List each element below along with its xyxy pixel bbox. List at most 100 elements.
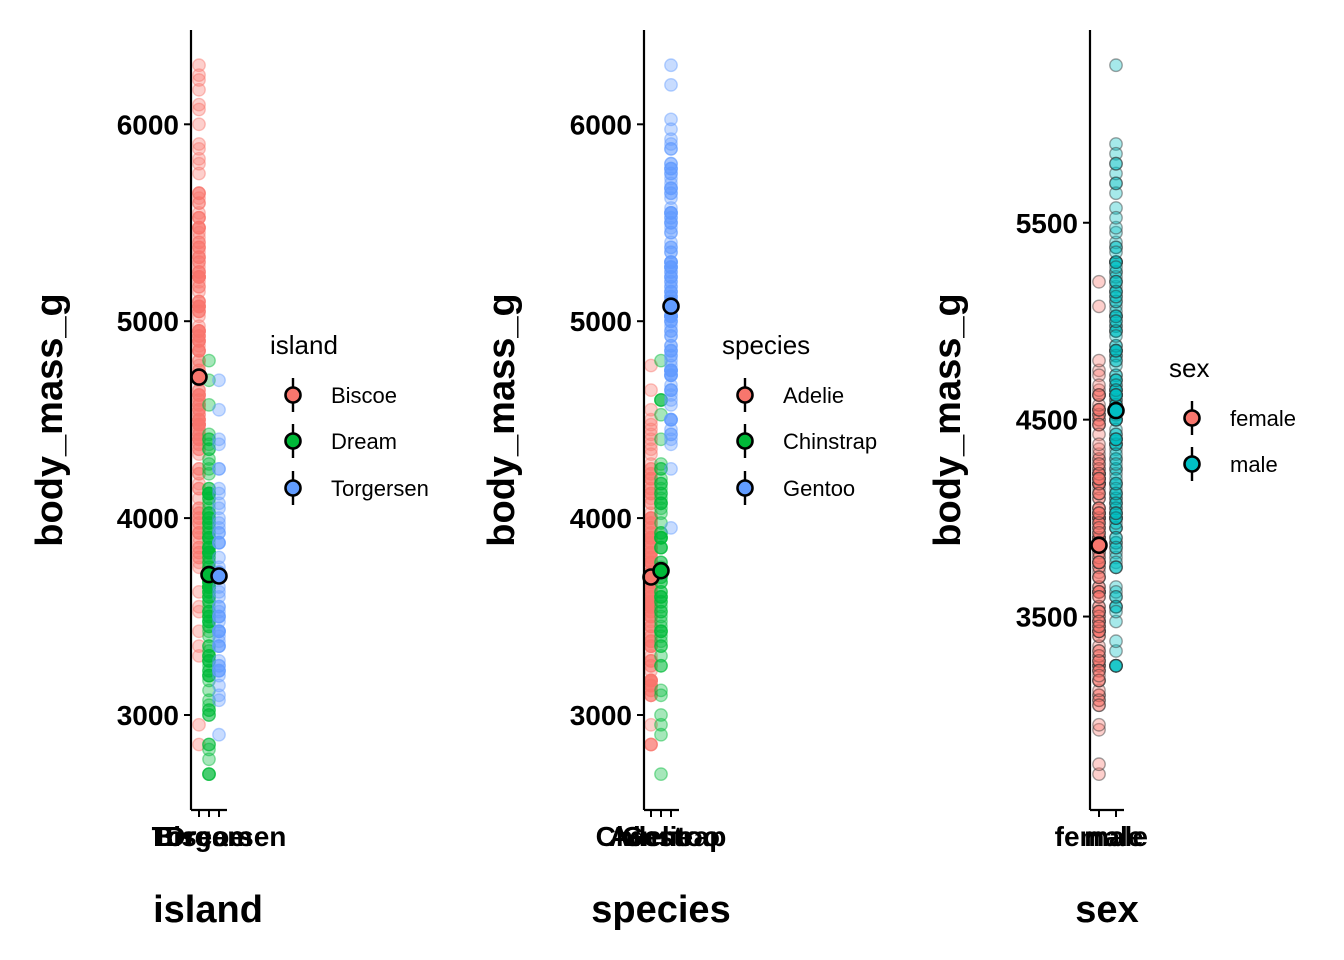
- data-point: [1092, 402, 1106, 417]
- data-point: [192, 269, 206, 284]
- data-point: [1109, 388, 1123, 402]
- data-point: [1092, 649, 1106, 663]
- data-point: [1092, 560, 1106, 575]
- data-point: [1109, 604, 1123, 619]
- series-Torgersen: [212, 373, 226, 742]
- data-point: [202, 663, 216, 678]
- data-point: [664, 338, 678, 353]
- data-point: [192, 235, 206, 250]
- legend-title: species: [722, 330, 810, 360]
- data-point: [664, 353, 678, 368]
- data-point: [1092, 299, 1106, 314]
- data-point: [1109, 511, 1123, 525]
- data-point: [1109, 432, 1123, 447]
- data-point: [1109, 353, 1123, 368]
- data-point: [664, 132, 678, 147]
- data-point: [202, 516, 216, 530]
- y-tick-label: 3000: [570, 700, 632, 731]
- data-point: [1109, 319, 1123, 333]
- data-point: [1092, 565, 1106, 580]
- data-point: [654, 658, 668, 673]
- data-point: [192, 437, 206, 452]
- data-point: [192, 422, 206, 437]
- data-point: [202, 432, 216, 447]
- data-point: [212, 624, 226, 639]
- data-point: [202, 432, 216, 447]
- data-point: [212, 373, 226, 388]
- data-point: [192, 599, 206, 614]
- data-point: [1092, 767, 1106, 781]
- data-point: [1092, 471, 1106, 486]
- data-point: [212, 402, 226, 417]
- data-point: [202, 668, 216, 683]
- data-point: [664, 181, 678, 196]
- data-point: [1092, 516, 1106, 530]
- data-point: [664, 324, 678, 338]
- data-point: [654, 393, 668, 407]
- data-point: [1092, 378, 1106, 393]
- data-point: [1092, 658, 1106, 673]
- data-point: [192, 353, 206, 368]
- data-point: [212, 526, 226, 540]
- data-point: [192, 220, 206, 235]
- data-point: [192, 324, 206, 338]
- data-point: [192, 624, 206, 639]
- data-point: [654, 619, 668, 634]
- data-point: [664, 176, 678, 191]
- data-point: [192, 191, 206, 206]
- data-point: [212, 511, 226, 525]
- data-point: [664, 166, 678, 181]
- data-point: [192, 319, 206, 333]
- data-point: [1109, 309, 1123, 324]
- data-point: [1109, 383, 1123, 397]
- data-point: [664, 343, 678, 358]
- data-point: [1109, 427, 1123, 442]
- data-point: [202, 609, 216, 624]
- data-point: [1092, 476, 1106, 491]
- data-point: [192, 151, 206, 166]
- data-point: [212, 585, 226, 599]
- data-point: [654, 491, 668, 506]
- data-point: [1109, 540, 1123, 555]
- data-point: [1109, 501, 1123, 516]
- data-point: [1109, 432, 1123, 447]
- data-point: [1109, 432, 1123, 447]
- data-point: [212, 496, 226, 511]
- x-tick-label-Dream: Dream: [165, 821, 252, 852]
- data-point: [192, 388, 206, 402]
- data-point: [654, 594, 668, 609]
- data-point: [202, 703, 216, 717]
- data-point: [212, 639, 226, 653]
- data-point: [1109, 511, 1123, 525]
- mean-point-female: [1090, 536, 1108, 555]
- data-point: [664, 255, 678, 270]
- data-point: [192, 466, 206, 481]
- data-point: [664, 383, 678, 397]
- data-point: [202, 619, 216, 634]
- data-point: [202, 511, 216, 525]
- data-point: [1092, 388, 1106, 402]
- data-point: [1092, 555, 1106, 570]
- data-point: [192, 299, 206, 314]
- data-point: [664, 225, 678, 240]
- data-point: [192, 417, 206, 432]
- data-point: [664, 329, 678, 343]
- data-point: [664, 368, 678, 383]
- data-point: [202, 649, 216, 663]
- data-point: [192, 265, 206, 279]
- data-point: [202, 545, 216, 560]
- data-point: [202, 742, 216, 757]
- data-point: [1092, 402, 1106, 417]
- data-point: [192, 220, 206, 235]
- data-point: [192, 274, 206, 289]
- data-point: [1109, 535, 1123, 550]
- data-point: [192, 407, 206, 422]
- data-point: [654, 501, 668, 516]
- data-point: [1092, 511, 1106, 525]
- legend: species Adelie Chinstrap Gentoo: [722, 330, 877, 505]
- x-tick-label-female: female: [1055, 821, 1144, 852]
- data-point: [192, 250, 206, 265]
- data-point: [192, 535, 206, 550]
- data-point: [664, 156, 678, 171]
- x-tick-label-Adelie: Adelie: [609, 821, 693, 852]
